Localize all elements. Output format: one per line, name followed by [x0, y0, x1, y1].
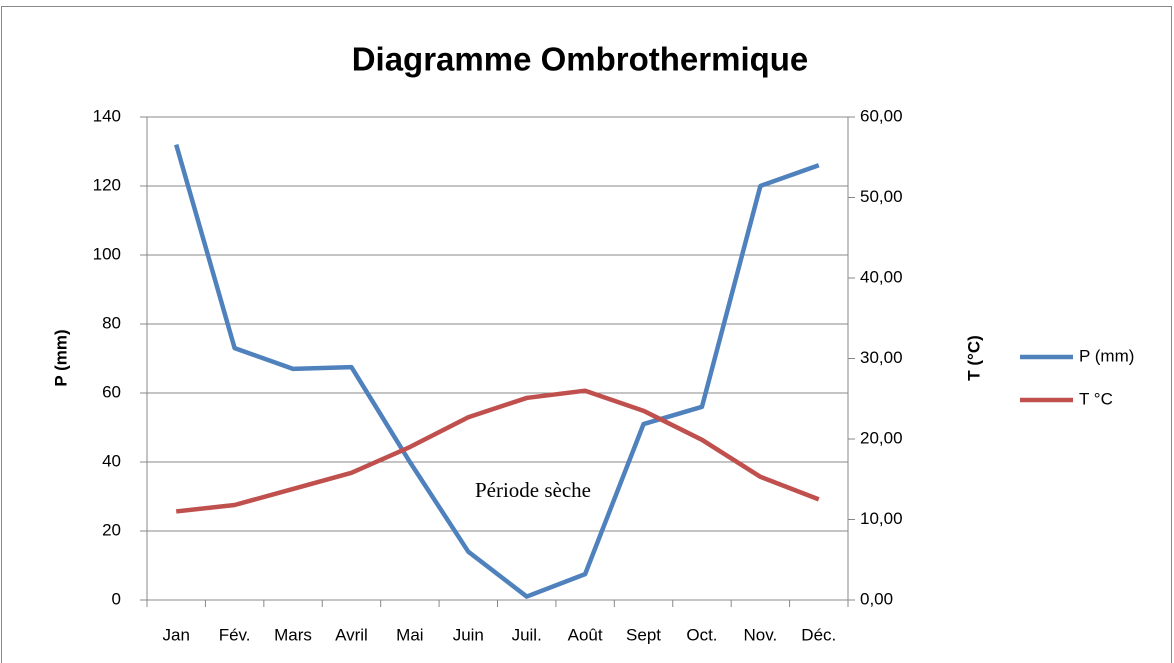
y2-axis-title: T (°C)	[964, 335, 983, 381]
x-tick-label: Fév.	[219, 625, 251, 644]
x-tick-label: Mai	[396, 625, 423, 644]
y2-tick-label: 10,00	[860, 509, 903, 528]
x-tick-label: Avril	[335, 625, 368, 644]
y2-tick-label: 30,00	[860, 348, 903, 367]
series-line	[174, 143, 820, 599]
y-tick-label: 120	[93, 175, 121, 194]
y-axis-title: P (mm)	[51, 329, 70, 386]
chart-title: Diagramme Ombrothermique	[352, 41, 809, 78]
series-line	[175, 388, 820, 514]
y2-tick-label: 60,00	[860, 106, 903, 125]
x-tick-label: Juin	[453, 625, 484, 644]
legend-label: P (mm)	[1079, 346, 1134, 365]
y-tick-label: 100	[93, 244, 121, 263]
y2-tick-label: 50,00	[860, 187, 903, 206]
x-tick-label: Oct.	[686, 625, 717, 644]
y2-tick-label: 0,00	[860, 589, 893, 608]
y-tick-label: 0	[112, 589, 121, 608]
x-tick-label: Jan	[162, 625, 189, 644]
y2-tick-label: 20,00	[860, 428, 903, 447]
chart-border	[1, 6, 1172, 663]
y-tick-label: 140	[93, 106, 121, 125]
x-tick-label: Déc.	[801, 625, 836, 644]
x-tick-label: Juil.	[512, 625, 542, 644]
x-tick-label: Août	[568, 625, 603, 644]
y-tick-label: 20	[102, 520, 121, 539]
legend-label: T °C	[1079, 389, 1113, 408]
y-tick-label: 40	[102, 451, 121, 470]
x-tick-label: Nov.	[744, 625, 778, 644]
x-tick-label: Mars	[274, 625, 312, 644]
y-tick-label: 80	[102, 313, 121, 332]
x-tick-label: Sept	[626, 625, 661, 644]
y2-tick-label: 40,00	[860, 267, 903, 286]
y-tick-label: 60	[102, 382, 121, 401]
annotation: Période sèche	[475, 478, 591, 502]
